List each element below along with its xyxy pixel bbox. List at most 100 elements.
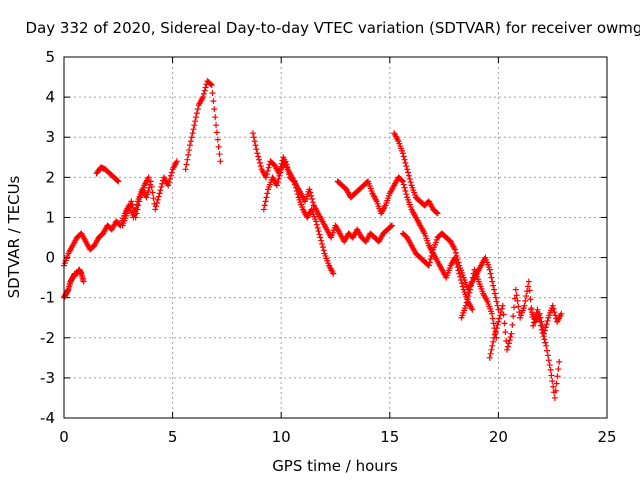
data-point — [277, 169, 284, 176]
data-point — [264, 167, 271, 174]
data-point — [136, 198, 143, 205]
y-tick-label: -4 — [40, 409, 55, 427]
data-point — [499, 302, 506, 309]
data-point — [192, 118, 199, 125]
data-point — [273, 182, 280, 189]
data-point — [186, 142, 193, 149]
data-point — [433, 209, 440, 216]
data-point — [168, 169, 175, 176]
data-point — [524, 283, 531, 290]
data-point — [145, 174, 152, 181]
data-point — [527, 296, 534, 303]
data-point — [543, 342, 550, 349]
data-point — [544, 347, 551, 354]
data-point — [491, 286, 498, 293]
data-point — [546, 362, 553, 369]
x-tick-label: 15 — [380, 428, 399, 446]
data-point — [525, 278, 532, 285]
data-point — [274, 179, 281, 186]
data-point — [146, 184, 153, 191]
data-point — [210, 98, 217, 105]
data-point — [451, 246, 458, 253]
data-point — [193, 114, 200, 121]
data-point — [487, 350, 494, 357]
data-point — [544, 352, 551, 359]
data-point — [200, 90, 207, 97]
data-point — [256, 159, 263, 166]
data-point — [469, 274, 476, 281]
data-point — [516, 309, 523, 316]
data-point — [514, 297, 521, 304]
data-point — [549, 378, 556, 385]
data-point — [469, 306, 476, 313]
data-point — [490, 282, 497, 289]
data-point — [309, 195, 316, 202]
data-point — [149, 189, 156, 196]
data-point — [554, 373, 561, 380]
data-point — [320, 247, 327, 254]
data-point — [183, 161, 190, 168]
data-point — [202, 84, 209, 91]
data-point — [403, 163, 410, 170]
data-point — [208, 82, 215, 89]
data-point — [216, 151, 223, 158]
data-point — [488, 274, 495, 281]
data-point — [524, 288, 531, 295]
data-point — [166, 179, 173, 186]
data-point — [128, 198, 135, 205]
grid-lines — [64, 57, 607, 418]
y-tick-label: 0 — [45, 249, 55, 267]
data-point — [406, 175, 413, 182]
data-point — [154, 196, 161, 203]
data-point — [150, 195, 157, 202]
data-point — [315, 228, 322, 235]
data-point — [544, 317, 551, 324]
data-point — [522, 297, 529, 304]
data-point — [427, 256, 434, 263]
data-point — [399, 178, 406, 185]
data-point — [455, 259, 462, 266]
data-point — [292, 181, 299, 188]
data-point — [496, 315, 503, 322]
axis-ticks — [63, 56, 608, 419]
data-point — [425, 262, 432, 269]
data-point — [276, 172, 283, 179]
data-point — [530, 322, 537, 329]
data-point — [490, 320, 497, 327]
data-point — [494, 321, 501, 328]
data-point — [264, 190, 271, 197]
data-point — [504, 346, 511, 353]
data-point — [405, 169, 412, 176]
data-point — [317, 234, 324, 241]
data-point — [166, 175, 173, 182]
data-point — [488, 346, 495, 353]
y-tick-label: 3 — [45, 128, 55, 146]
data-point — [402, 159, 409, 166]
data-point — [263, 194, 270, 201]
data-point — [553, 380, 560, 387]
x-tick-labels: 0 5 10 15 20 25 — [59, 428, 616, 446]
data-point — [453, 252, 460, 259]
data-point — [173, 158, 180, 165]
data-point — [190, 126, 197, 133]
data-point — [501, 320, 508, 327]
data-point — [487, 270, 494, 277]
data-point — [212, 114, 219, 121]
data-point — [507, 333, 514, 340]
data-point — [185, 151, 192, 158]
data-point — [551, 394, 558, 401]
data-point — [545, 357, 552, 364]
data-point — [167, 172, 174, 179]
data-point — [165, 182, 172, 189]
data-point — [509, 321, 516, 328]
data-point — [500, 311, 507, 318]
data-point — [491, 331, 498, 338]
data-point — [490, 338, 497, 345]
data-point — [493, 298, 500, 305]
data-point — [292, 184, 299, 191]
data-point — [148, 183, 155, 190]
data-point — [209, 90, 216, 97]
data-point — [543, 321, 550, 328]
data-point — [548, 372, 555, 379]
